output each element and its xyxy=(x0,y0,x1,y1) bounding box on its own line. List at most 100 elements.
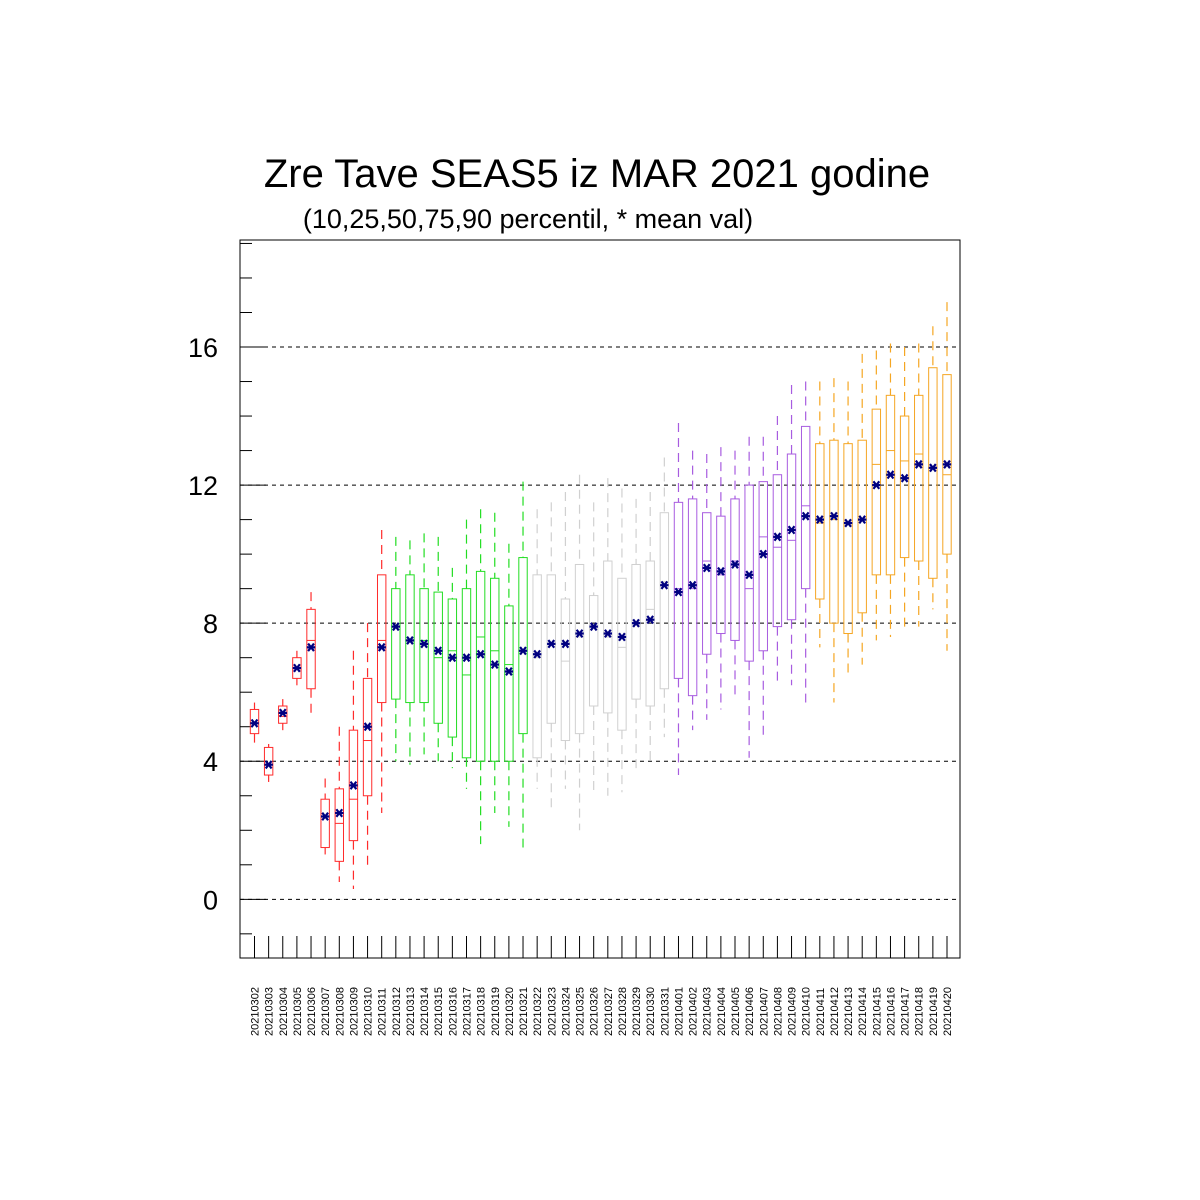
box-20210417 xyxy=(899,347,910,631)
mean-marker xyxy=(250,718,259,728)
box-iqr xyxy=(263,746,274,776)
mean-marker xyxy=(759,549,768,559)
x-tick-label: 20210409 xyxy=(787,987,799,1036)
mean-marker xyxy=(589,622,598,632)
box-20210418 xyxy=(914,343,924,627)
mean-marker xyxy=(264,760,273,770)
box-iqr xyxy=(306,608,316,690)
box-20210331 xyxy=(659,457,670,738)
box-iqr xyxy=(405,574,415,704)
box-20210420 xyxy=(942,302,952,651)
x-tick-label: 20210405 xyxy=(730,987,742,1036)
mean-marker xyxy=(688,580,697,590)
x-tick-label: 20210413 xyxy=(843,987,855,1036)
box-20210312 xyxy=(391,536,401,762)
box-20210326 xyxy=(588,502,599,793)
x-tick-label: 20210321 xyxy=(518,987,530,1036)
mean-marker xyxy=(547,639,556,649)
box-20210409 xyxy=(786,384,797,686)
mean-marker xyxy=(716,566,726,576)
box-20210410 xyxy=(800,381,811,703)
box-20210414 xyxy=(857,353,867,665)
x-tick-label: 20210315 xyxy=(433,987,445,1036)
mean-marker xyxy=(928,463,938,473)
box-20210325 xyxy=(574,474,585,831)
x-tick-label: 20210323 xyxy=(546,987,558,1036)
box-iqr xyxy=(744,484,754,662)
x-tick-label: 20210325 xyxy=(575,987,587,1036)
y-tick-label: 0 xyxy=(203,885,218,915)
box-20210404 xyxy=(716,447,726,710)
box-iqr xyxy=(758,481,768,652)
box-iqr xyxy=(362,677,373,797)
mean-marker xyxy=(532,649,542,659)
x-tick-label: 20210308 xyxy=(334,987,346,1036)
x-tick-label: 20210307 xyxy=(320,987,332,1036)
x-tick-label: 20210324 xyxy=(560,987,572,1036)
box-20210314 xyxy=(419,533,429,755)
x-tick-label: 20210316 xyxy=(447,987,459,1036)
box-20210405 xyxy=(730,450,740,696)
box-iqr xyxy=(588,595,599,707)
mean-marker xyxy=(744,570,754,580)
mean-marker xyxy=(730,560,740,569)
y-tick-label: 16 xyxy=(188,333,218,363)
box-iqr xyxy=(461,588,472,759)
mean-marker xyxy=(815,515,825,525)
box-20210302 xyxy=(249,702,260,744)
box-iqr xyxy=(730,498,740,641)
box-20210319 xyxy=(490,512,500,814)
box-iqr xyxy=(249,708,260,735)
mean-marker xyxy=(773,532,782,542)
x-tick-label: 20210328 xyxy=(617,987,629,1036)
box-iqr xyxy=(278,705,288,724)
box-20210329 xyxy=(631,498,641,772)
box-iqr xyxy=(617,577,627,731)
mean-marker xyxy=(942,459,952,469)
box-iqr xyxy=(546,574,556,724)
box-iqr xyxy=(885,394,896,576)
x-tick-label: 20210326 xyxy=(589,987,601,1036)
box-iqr xyxy=(391,588,401,700)
box-20210315 xyxy=(433,536,443,762)
mean-marker xyxy=(900,473,909,483)
box-series xyxy=(249,302,952,889)
box-20210307 xyxy=(320,778,330,855)
box-iqr xyxy=(490,577,500,762)
x-tick-label: 20210311 xyxy=(377,988,389,1036)
box-iqr xyxy=(659,512,670,690)
x-tick-label: 20210416 xyxy=(885,987,897,1036)
box-iqr xyxy=(815,443,825,600)
box-20210309 xyxy=(348,650,359,889)
mean-marker xyxy=(391,622,401,632)
box-20210330 xyxy=(645,491,655,765)
box-20210408 xyxy=(772,416,783,682)
mean-marker xyxy=(858,515,867,525)
mean-marker xyxy=(419,639,429,649)
x-tick-label: 20210403 xyxy=(702,987,714,1036)
x-tick-label: 20210317 xyxy=(461,987,473,1036)
x-tick-label: 20210318 xyxy=(476,987,488,1036)
mean-marker xyxy=(504,667,514,676)
mean-marker xyxy=(278,708,287,718)
box-20210318 xyxy=(475,509,486,845)
box-20210419 xyxy=(928,326,938,610)
box-20210416 xyxy=(885,343,896,637)
mean-marker xyxy=(872,480,881,490)
box-iqr xyxy=(843,443,853,635)
mean-marker xyxy=(787,525,796,535)
x-tick-label: 20210412 xyxy=(829,987,841,1036)
x-tick-label: 20210401 xyxy=(673,987,685,1036)
x-tick-label: 20210420 xyxy=(942,987,954,1036)
x-tick-label: 20210309 xyxy=(348,987,360,1036)
box-20210328 xyxy=(617,488,627,793)
mean-marker xyxy=(674,587,683,597)
x-tick-label: 20210327 xyxy=(603,987,615,1036)
box-iqr xyxy=(673,501,684,679)
mean-marker xyxy=(518,646,528,656)
box-iqr xyxy=(702,512,712,655)
box-20210306 xyxy=(306,592,316,717)
box-iqr xyxy=(645,560,655,707)
mean-marker xyxy=(829,511,839,521)
